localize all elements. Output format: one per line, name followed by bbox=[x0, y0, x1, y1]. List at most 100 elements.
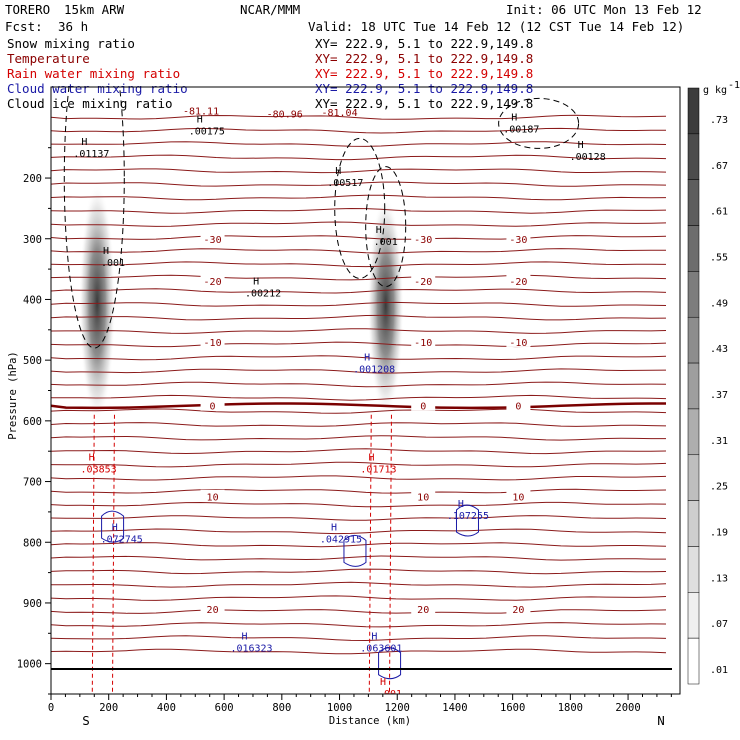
isotherm-label-bg bbox=[411, 398, 436, 411]
isotherm-label-bg bbox=[411, 274, 436, 287]
isotherm-label-bg bbox=[506, 274, 531, 287]
legend-temperature-name: Temperature bbox=[7, 51, 90, 66]
x-tick-label: 1400 bbox=[442, 702, 467, 714]
isotherm-label-bg bbox=[200, 274, 225, 287]
isotherm-line bbox=[51, 181, 667, 187]
max-value: .016323 bbox=[230, 644, 272, 655]
isotherm-line bbox=[51, 488, 667, 494]
colorbar-bin bbox=[687, 179, 700, 226]
temperature-isotherms: -30 -30 -30 -20 -20 -20 -10 -10 -10 0 0 0 10 10 10 20 20… bbox=[51, 106, 667, 655]
isotherm-label-bg bbox=[506, 334, 531, 347]
legend-snow-name: Snow mixing ratio bbox=[7, 36, 135, 51]
isotherm-line bbox=[51, 555, 666, 561]
isotherm-label-bg bbox=[506, 489, 531, 502]
isotherm-label-bg bbox=[506, 398, 531, 411]
cloud-water-contour bbox=[378, 647, 402, 680]
isotherm-line bbox=[51, 394, 667, 401]
isotherm-line bbox=[51, 595, 667, 601]
colorbar-bin bbox=[687, 546, 700, 593]
x-tick-label: 1000 bbox=[327, 702, 352, 714]
isotherm-line bbox=[51, 622, 667, 628]
rain-contour bbox=[368, 414, 372, 694]
isotherm-label-bg bbox=[411, 231, 436, 244]
model-name: TORERO bbox=[5, 2, 50, 17]
colorbar-label: .37 bbox=[710, 390, 728, 401]
snow-column bbox=[79, 184, 116, 421]
colorbar-label: .61 bbox=[710, 207, 728, 218]
y-tick-label: 900 bbox=[23, 598, 42, 610]
x-tick-label: 0 bbox=[48, 702, 54, 714]
isotherm-line bbox=[51, 515, 667, 521]
isotherm-line bbox=[51, 141, 667, 147]
colorbar-bin bbox=[687, 362, 700, 410]
colorbar-bin bbox=[687, 133, 700, 180]
isotherm-line bbox=[51, 274, 667, 281]
colorbar-label: .49 bbox=[710, 298, 728, 309]
isotherm-label-bg bbox=[411, 602, 436, 615]
isotherm-line bbox=[51, 235, 667, 240]
isotherm-label: -30 bbox=[509, 235, 527, 246]
max-marker: H bbox=[253, 276, 259, 287]
isotherm-label: -20 bbox=[509, 277, 527, 288]
max-value: .001 bbox=[374, 237, 398, 248]
isotherm-label: -30 bbox=[204, 235, 222, 246]
legend-cloud-water-xy: XY= 222.9, 5.1 to 222.9,149.8 bbox=[315, 81, 533, 96]
isotherm-line bbox=[51, 328, 667, 334]
max-marker: H bbox=[380, 677, 386, 688]
legend-cloud-ice-xy: XY= 222.9, 5.1 to 222.9,149.8 bbox=[315, 96, 533, 111]
colorbar-bin bbox=[687, 87, 700, 135]
plot-area: -30 -30 -30 -20 -20 -20 -10 -10 -10 0 0 0 10 10 10 20 20… bbox=[51, 87, 667, 694]
colorbar-label: .73 bbox=[710, 115, 728, 126]
max-marker: H bbox=[368, 452, 374, 463]
isotherm-label: 20 bbox=[512, 605, 524, 616]
isotherm-line bbox=[51, 114, 667, 120]
colorbar-label: .67 bbox=[710, 161, 728, 172]
isotherm-line bbox=[51, 475, 667, 481]
x-tick-label: 1200 bbox=[385, 702, 410, 714]
cloud-ice-contour bbox=[365, 166, 407, 288]
max-marker: H bbox=[376, 225, 382, 236]
field-legend: Snow mixing ratio XY= 222.9, 5.1 to 222.… bbox=[7, 36, 533, 111]
isotherm-label-bg bbox=[506, 602, 531, 615]
isotherm-label: -20 bbox=[414, 277, 432, 288]
maxima-labels: H.00175H.01137H.00517H.00187H.00128H.001… bbox=[73, 113, 606, 694]
x-tick-label: 2000 bbox=[615, 702, 640, 714]
max-marker: H bbox=[371, 632, 377, 643]
isotherm-label-bg bbox=[411, 489, 436, 502]
isotherm-line bbox=[51, 581, 667, 588]
model-resolution: 15km ARW bbox=[64, 2, 125, 17]
isotherm-label-bg bbox=[200, 602, 225, 615]
y-tick-label: 200 bbox=[23, 173, 42, 185]
isotherm-line bbox=[51, 154, 667, 161]
max-value: .001208 bbox=[353, 364, 395, 375]
isotherm-label: 20 bbox=[417, 605, 429, 616]
colorbar-unit-exponent: -1 bbox=[728, 80, 740, 91]
x-tick-label: 400 bbox=[157, 702, 176, 714]
max-value: .00175 bbox=[189, 126, 225, 137]
x-tick-label: 800 bbox=[272, 702, 291, 714]
isotherm-label: -10 bbox=[509, 338, 527, 349]
max-marker: H bbox=[103, 246, 109, 257]
isotherm-line bbox=[51, 288, 667, 294]
max-value: .01137 bbox=[73, 149, 109, 160]
isotherm-line bbox=[51, 461, 667, 468]
isotherm-label: 20 bbox=[207, 605, 219, 616]
x-tick-label: 1600 bbox=[500, 702, 525, 714]
isotherm-label: -10 bbox=[414, 338, 432, 349]
x-axis-label: Distance (km) bbox=[329, 715, 411, 727]
max-value: .00128 bbox=[570, 152, 606, 163]
init-time: Init: 06 UTC Mon 13 Feb 12 bbox=[506, 2, 702, 17]
colorbar-label: .25 bbox=[710, 482, 728, 493]
isotherm-label: 10 bbox=[417, 493, 429, 504]
cloud-ice-contour bbox=[498, 97, 580, 149]
x-tick-label: 200 bbox=[99, 702, 118, 714]
isotherm-extreme-label: -80.96 bbox=[267, 109, 303, 120]
max-value: .00187 bbox=[503, 125, 539, 136]
colorbar-label: .43 bbox=[710, 344, 728, 355]
legend-rain-xy: XY= 222.9, 5.1 to 222.9,149.8 bbox=[315, 66, 533, 81]
legend-snow-xy: XY= 222.9, 5.1 to 222.9,149.8 bbox=[315, 36, 533, 51]
max-marker: H bbox=[331, 522, 337, 533]
y-tick-label: 700 bbox=[23, 477, 42, 489]
isotherm-line bbox=[51, 648, 667, 655]
max-value: .03853 bbox=[81, 464, 117, 475]
